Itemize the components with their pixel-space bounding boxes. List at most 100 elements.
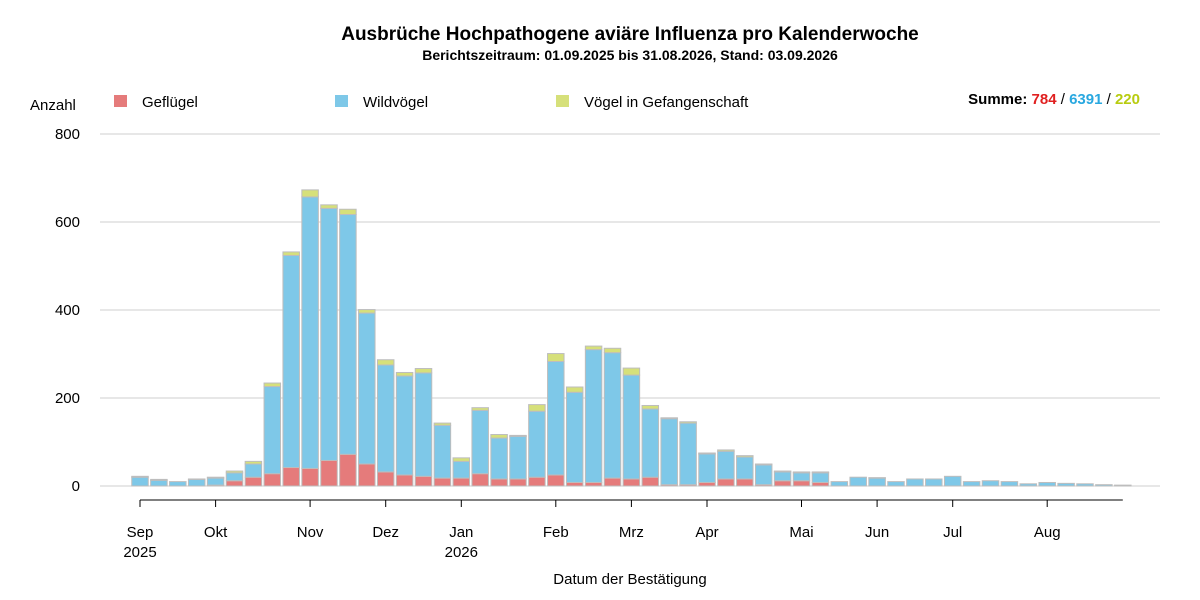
bar-gefangenschaft [509,434,527,437]
bar-gefluegel [792,480,811,487]
bar-wildvoegel [1076,483,1094,487]
bar-wildvoegel [660,418,678,486]
bar-gefangenschaft [244,460,263,465]
bar-wildvoegel [773,471,792,482]
bar-gefangenschaft [339,208,357,216]
x-tick-label: Feb [543,524,569,541]
bar-gefluegel [490,478,508,487]
bar-wildvoegel [811,472,830,483]
bar-wildvoegel [490,437,508,480]
bar-wildvoegel [376,364,395,473]
bar-gefangenschaft [301,189,319,198]
chart-subtitle: Berichtszeitraum: 01.09.2025 bis 31.08.2… [422,47,838,63]
x-tick-label: Mrz [619,524,644,541]
bar-gefangenschaft [603,347,622,354]
bar-gefluegel [339,453,357,487]
bar-gefangenschaft [528,404,546,412]
bar-gefluegel [736,478,754,487]
bar-wildvoegel [528,410,546,478]
bar-wildvoegel [565,391,584,483]
x-tick-label: Okt [204,524,228,541]
totals-value: 220 [1115,91,1140,108]
bar-gefangenschaft [547,353,565,362]
bar-gefluegel [263,473,282,487]
bar-wildvoegel [717,450,735,480]
bar-gefangenschaft [414,368,433,374]
bar-gefluegel [244,476,263,487]
bar-gefluegel [471,473,489,487]
bar-gefluegel [547,474,565,487]
legend-swatch [335,95,348,107]
bar-wildvoegel [414,372,433,477]
bar-gefangenschaft [187,478,206,480]
totals-summary: Summe: 784 / 6391 / 220 [968,91,1140,108]
bar-wildvoegel [263,386,282,475]
bar-wildvoegel [244,463,263,478]
bar-wildvoegel [1114,484,1132,487]
bar-gefluegel [528,476,546,487]
bar-gefluegel [773,480,792,487]
x-axis: Sep 2025 Okt Nov Dez Jan 2026 Feb Mrz Apr Mai Jun Ju… [123,499,1123,561]
y-tick-label: 0 [72,478,80,495]
bar-gefluegel [603,477,622,487]
bar-wildvoegel [792,472,811,482]
bar-gefangenschaft [792,471,811,474]
bar-gefluegel [717,478,735,487]
bar-wildvoegel [169,481,187,487]
bar-wildvoegel [301,196,319,469]
bar-wildvoegel [868,477,886,487]
bar-gefangenschaft [490,434,508,439]
bar-gefluegel [565,481,584,487]
bar-wildvoegel [1000,481,1019,487]
bar-gefangenschaft [471,407,489,411]
bar-wildvoegel [981,480,1000,487]
legend-swatch [556,95,569,107]
chart-title: Ausbrüche Hochpathogene aviäre Influenza… [341,24,919,45]
bar-gefangenschaft [736,455,754,458]
x-tick-label: Jan [449,524,473,541]
bar-wildvoegel [622,374,641,480]
bar-gefangenschaft [395,371,414,377]
bar-gefluegel [698,481,716,487]
totals-separator: / [1057,91,1070,108]
x-tick-year: 2025 [123,544,156,561]
bar-wildvoegel [509,435,527,480]
x-axis-label: Datum der Bestätigung [553,571,706,588]
y-tick-label: 600 [55,214,80,231]
bar-gefluegel [509,478,527,487]
bar-wildvoegel [830,481,849,487]
bar-wildvoegel [1095,484,1113,487]
bar-gefangenschaft [754,463,773,466]
bar-gefangenschaft [131,475,149,478]
bar-wildvoegel [584,349,603,483]
bar-gefluegel [584,481,603,487]
y-tick-label: 200 [55,390,80,407]
bar-gefluegel [433,477,452,487]
bar-gefangenschaft [320,204,338,209]
bar-wildvoegel [471,409,489,475]
bar-gefluegel [301,467,319,487]
bar-wildvoegel [1057,482,1075,487]
y-axis-label: Anzahl [30,97,76,114]
bar-gefluegel [282,467,300,487]
bar-gefangenschaft [773,470,792,473]
bar-gefangenschaft [565,386,584,393]
bar-wildvoegel [395,375,414,476]
bar-wildvoegel [1038,481,1056,487]
bar-gefangenschaft [679,421,697,424]
bar-wildvoegel [943,475,962,487]
bar-gefluegel [395,474,414,487]
bar-gefangenschaft [452,457,471,462]
x-tick-label: Dez [372,524,399,541]
legend-swatch [114,95,127,107]
bar-wildvoegel [962,481,981,487]
bar-gefluegel [641,476,660,487]
x-tick-label: Jul [943,524,962,541]
x-tick-label: Jun [865,524,889,541]
bar-wildvoegel [925,478,943,487]
bar-gefluegel [811,481,830,487]
bar-gefangenschaft [433,422,452,426]
bar-gefangenschaft [584,345,603,351]
bar-wildvoegel [452,460,471,479]
